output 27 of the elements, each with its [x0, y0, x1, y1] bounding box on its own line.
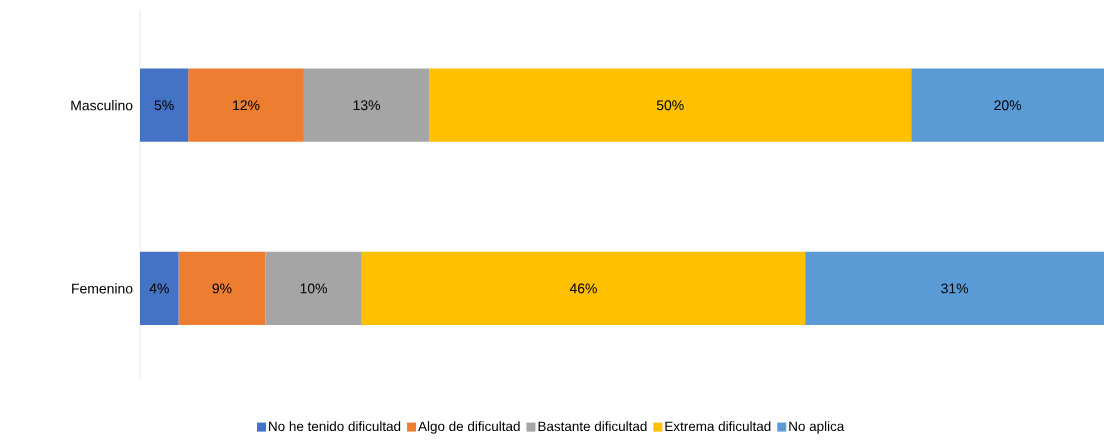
data-label: 9%	[212, 283, 232, 294]
bar	[361, 251, 806, 326]
bar	[303, 68, 430, 142]
legend-label: No he tenido dificultad	[269, 421, 401, 432]
bar	[178, 251, 266, 326]
bar	[265, 251, 362, 326]
bar	[140, 68, 189, 142]
bar	[140, 251, 179, 326]
data-label: 5%	[154, 100, 174, 111]
bar	[911, 68, 1104, 142]
y-tick-label: Femenino	[72, 283, 133, 294]
legend-label: Extrema dificultad	[665, 421, 771, 432]
data-label: 13%	[353, 100, 381, 111]
data-label: 4%	[149, 283, 169, 294]
legend-label: Algo de dificultad	[418, 421, 520, 434]
data-label: 50%	[656, 100, 684, 111]
data-label: 12%	[233, 100, 260, 111]
bar	[429, 68, 912, 142]
data-label: 10%	[300, 283, 327, 294]
bar	[805, 251, 1104, 326]
bar	[188, 68, 304, 142]
legend-label: Bastante dificultad	[538, 421, 647, 432]
data-label: 46%	[569, 283, 597, 294]
legend-label: No aplica	[789, 421, 845, 434]
data-label: 31%	[941, 283, 969, 294]
y-tick-label: Masculino	[71, 100, 133, 111]
data-label: 20%	[994, 100, 1022, 111]
